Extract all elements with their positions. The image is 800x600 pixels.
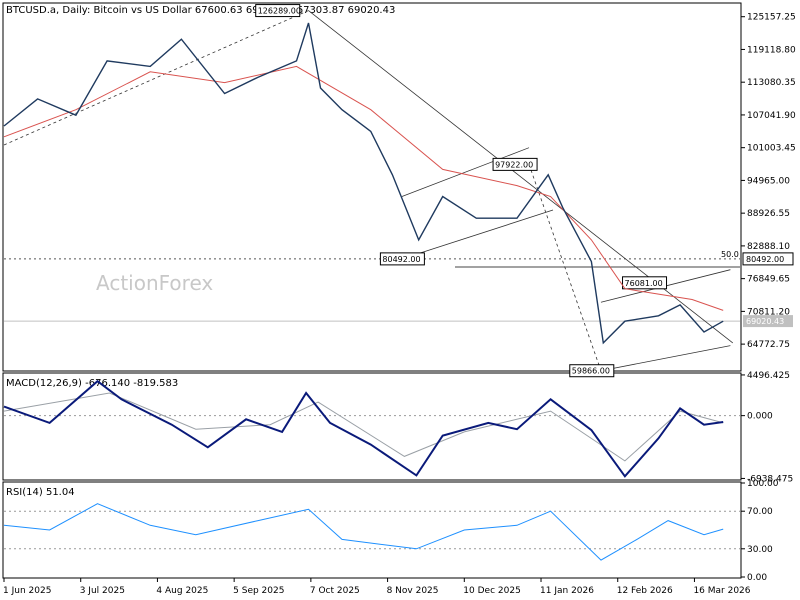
x-tick-label: 12 Feb 2026 [617, 586, 673, 596]
price-annotation-label: 80492.00 [382, 255, 420, 264]
price-annotation-box [492, 157, 538, 171]
x-tick-label: 1 Jun 2025 [3, 586, 51, 596]
current-price-box [743, 315, 793, 328]
fib-price-label: 80492.00 [746, 255, 784, 264]
price-y-tick-label: 94965.00 [747, 176, 790, 186]
price-annotation-box [569, 364, 615, 378]
price-annotation-label: 126289.00 [258, 7, 301, 16]
price-annotation-box [622, 276, 668, 290]
rsi-y-tick-label: 0.00 [747, 573, 767, 583]
price-annotation-box [255, 4, 301, 18]
rsi-line [3, 503, 724, 561]
rsi-label: RSI(14) 51.04 [6, 487, 75, 498]
macd-y-tick-label: 0.000 [747, 412, 773, 422]
price-line [3, 22, 724, 345]
price-y-tick-label: 107041.90 [747, 111, 796, 121]
price-annotation-label: 97922.00 [495, 160, 533, 169]
price-y-tick-label: 113080.35 [747, 78, 796, 88]
rsi-panel-frame [2, 481, 742, 579]
upper-dotted-trendline [3, 10, 309, 146]
watermark: ActionForex [96, 271, 213, 295]
chart-marks: 1 Jun 2025 3 Jul 2025 4 Aug 2025 5 Sep 2025… [3, 4, 796, 596]
channel-lower-line [401, 209, 554, 260]
fib-50-label: 50.0 [721, 250, 739, 259]
x-tick-label: 10 Dec 2025 [463, 586, 521, 596]
macd-signal-line [3, 392, 724, 462]
rsi-y-tick-label: 100.00 [747, 479, 779, 489]
price-annotation-box [379, 252, 425, 266]
price-panel-frame [2, 2, 742, 372]
price-y-tick-label: 70811.20 [747, 307, 790, 317]
macd-line [3, 379, 724, 478]
chart-header: BTCUSD.a, Daily: Bitcoin vs US Dollar 67… [6, 5, 395, 16]
rsi-y-tick-label: 30.00 [747, 545, 773, 555]
x-tick-label: 8 Nov 2025 [387, 586, 439, 596]
dashed-drop-line [528, 164, 602, 371]
x-tick-label: 3 Jul 2025 [80, 586, 125, 596]
price-y-tick-label: 101003.45 [747, 144, 796, 154]
price-y-tick-label: 76849.65 [747, 275, 790, 285]
price-y-tick-label: 119118.80 [747, 45, 796, 55]
macd-y-tick-label: -6938.475 [747, 474, 793, 484]
fib-price-box [742, 252, 794, 266]
price-annotation-label: 59866.00 [572, 367, 610, 376]
x-tick-label: 5 Sep 2025 [233, 586, 284, 596]
x-tick-label: 16 Mar 2026 [693, 586, 750, 596]
x-tick-label: 7 Oct 2025 [310, 586, 360, 596]
lower-channel-lower-line [600, 345, 731, 372]
price-y-tick-label: 64772.75 [747, 340, 790, 350]
macd-panel-frame [2, 372, 742, 481]
channel-upper-line [401, 147, 530, 197]
ma-line [3, 65, 724, 311]
x-tick-label: 4 Aug 2025 [156, 586, 208, 596]
macd-y-tick-label: 4496.425 [747, 371, 790, 381]
rsi-y-tick-label: 70.00 [747, 507, 773, 517]
price-y-tick-label: 88926.55 [747, 209, 790, 219]
x-tick-label: 11 Jan 2026 [540, 586, 594, 596]
price-annotation-label: 76081.00 [625, 279, 663, 288]
price-y-tick-label: 125157.25 [747, 13, 796, 23]
price-y-tick-label: 82888.10 [747, 242, 790, 252]
macd-label: MACD(12,26,9) -676.140 -819.583 [6, 378, 178, 389]
current-price-label: 69020.43 [746, 317, 784, 326]
